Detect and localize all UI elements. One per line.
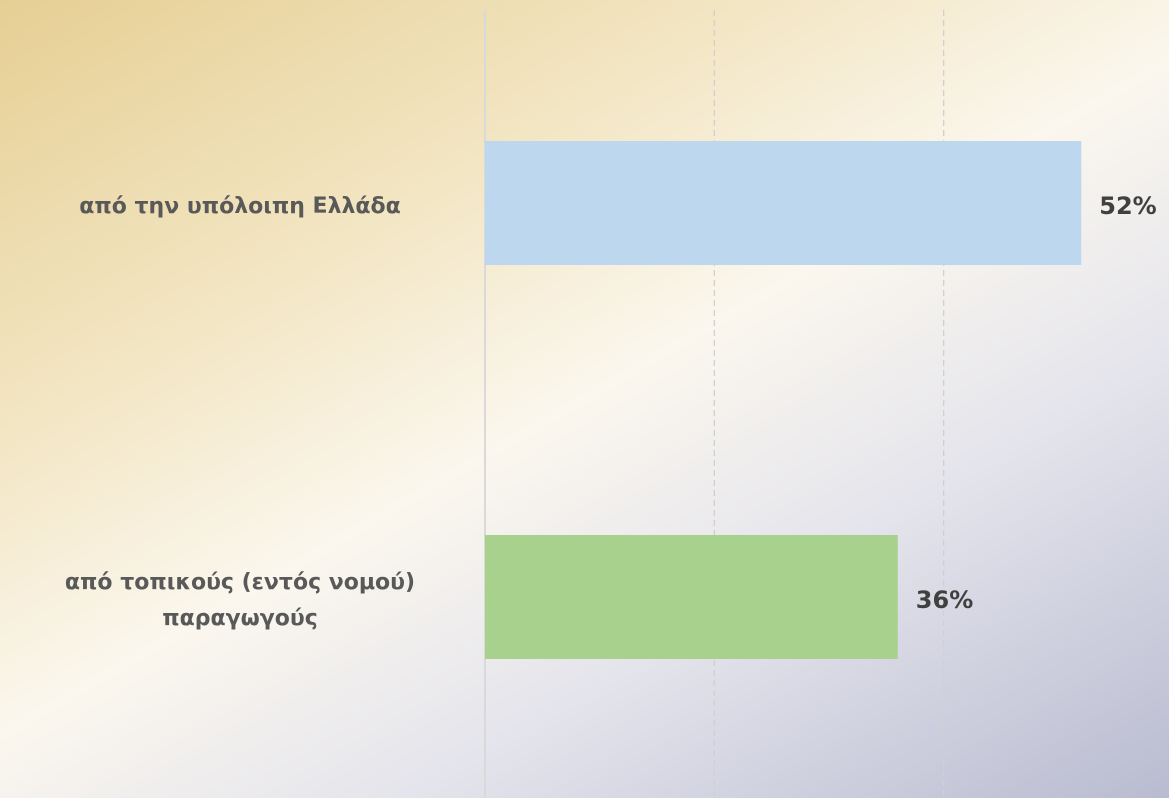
value-label: 36% bbox=[916, 586, 973, 614]
category-label: από την υπόλοιπη Ελλάδα bbox=[79, 194, 401, 219]
value-label: 52% bbox=[1099, 192, 1156, 220]
bar bbox=[485, 141, 1082, 265]
category-label: από τοπικούς (εντός νομού) παραγωγούς bbox=[64, 570, 416, 631]
bar bbox=[485, 535, 898, 659]
